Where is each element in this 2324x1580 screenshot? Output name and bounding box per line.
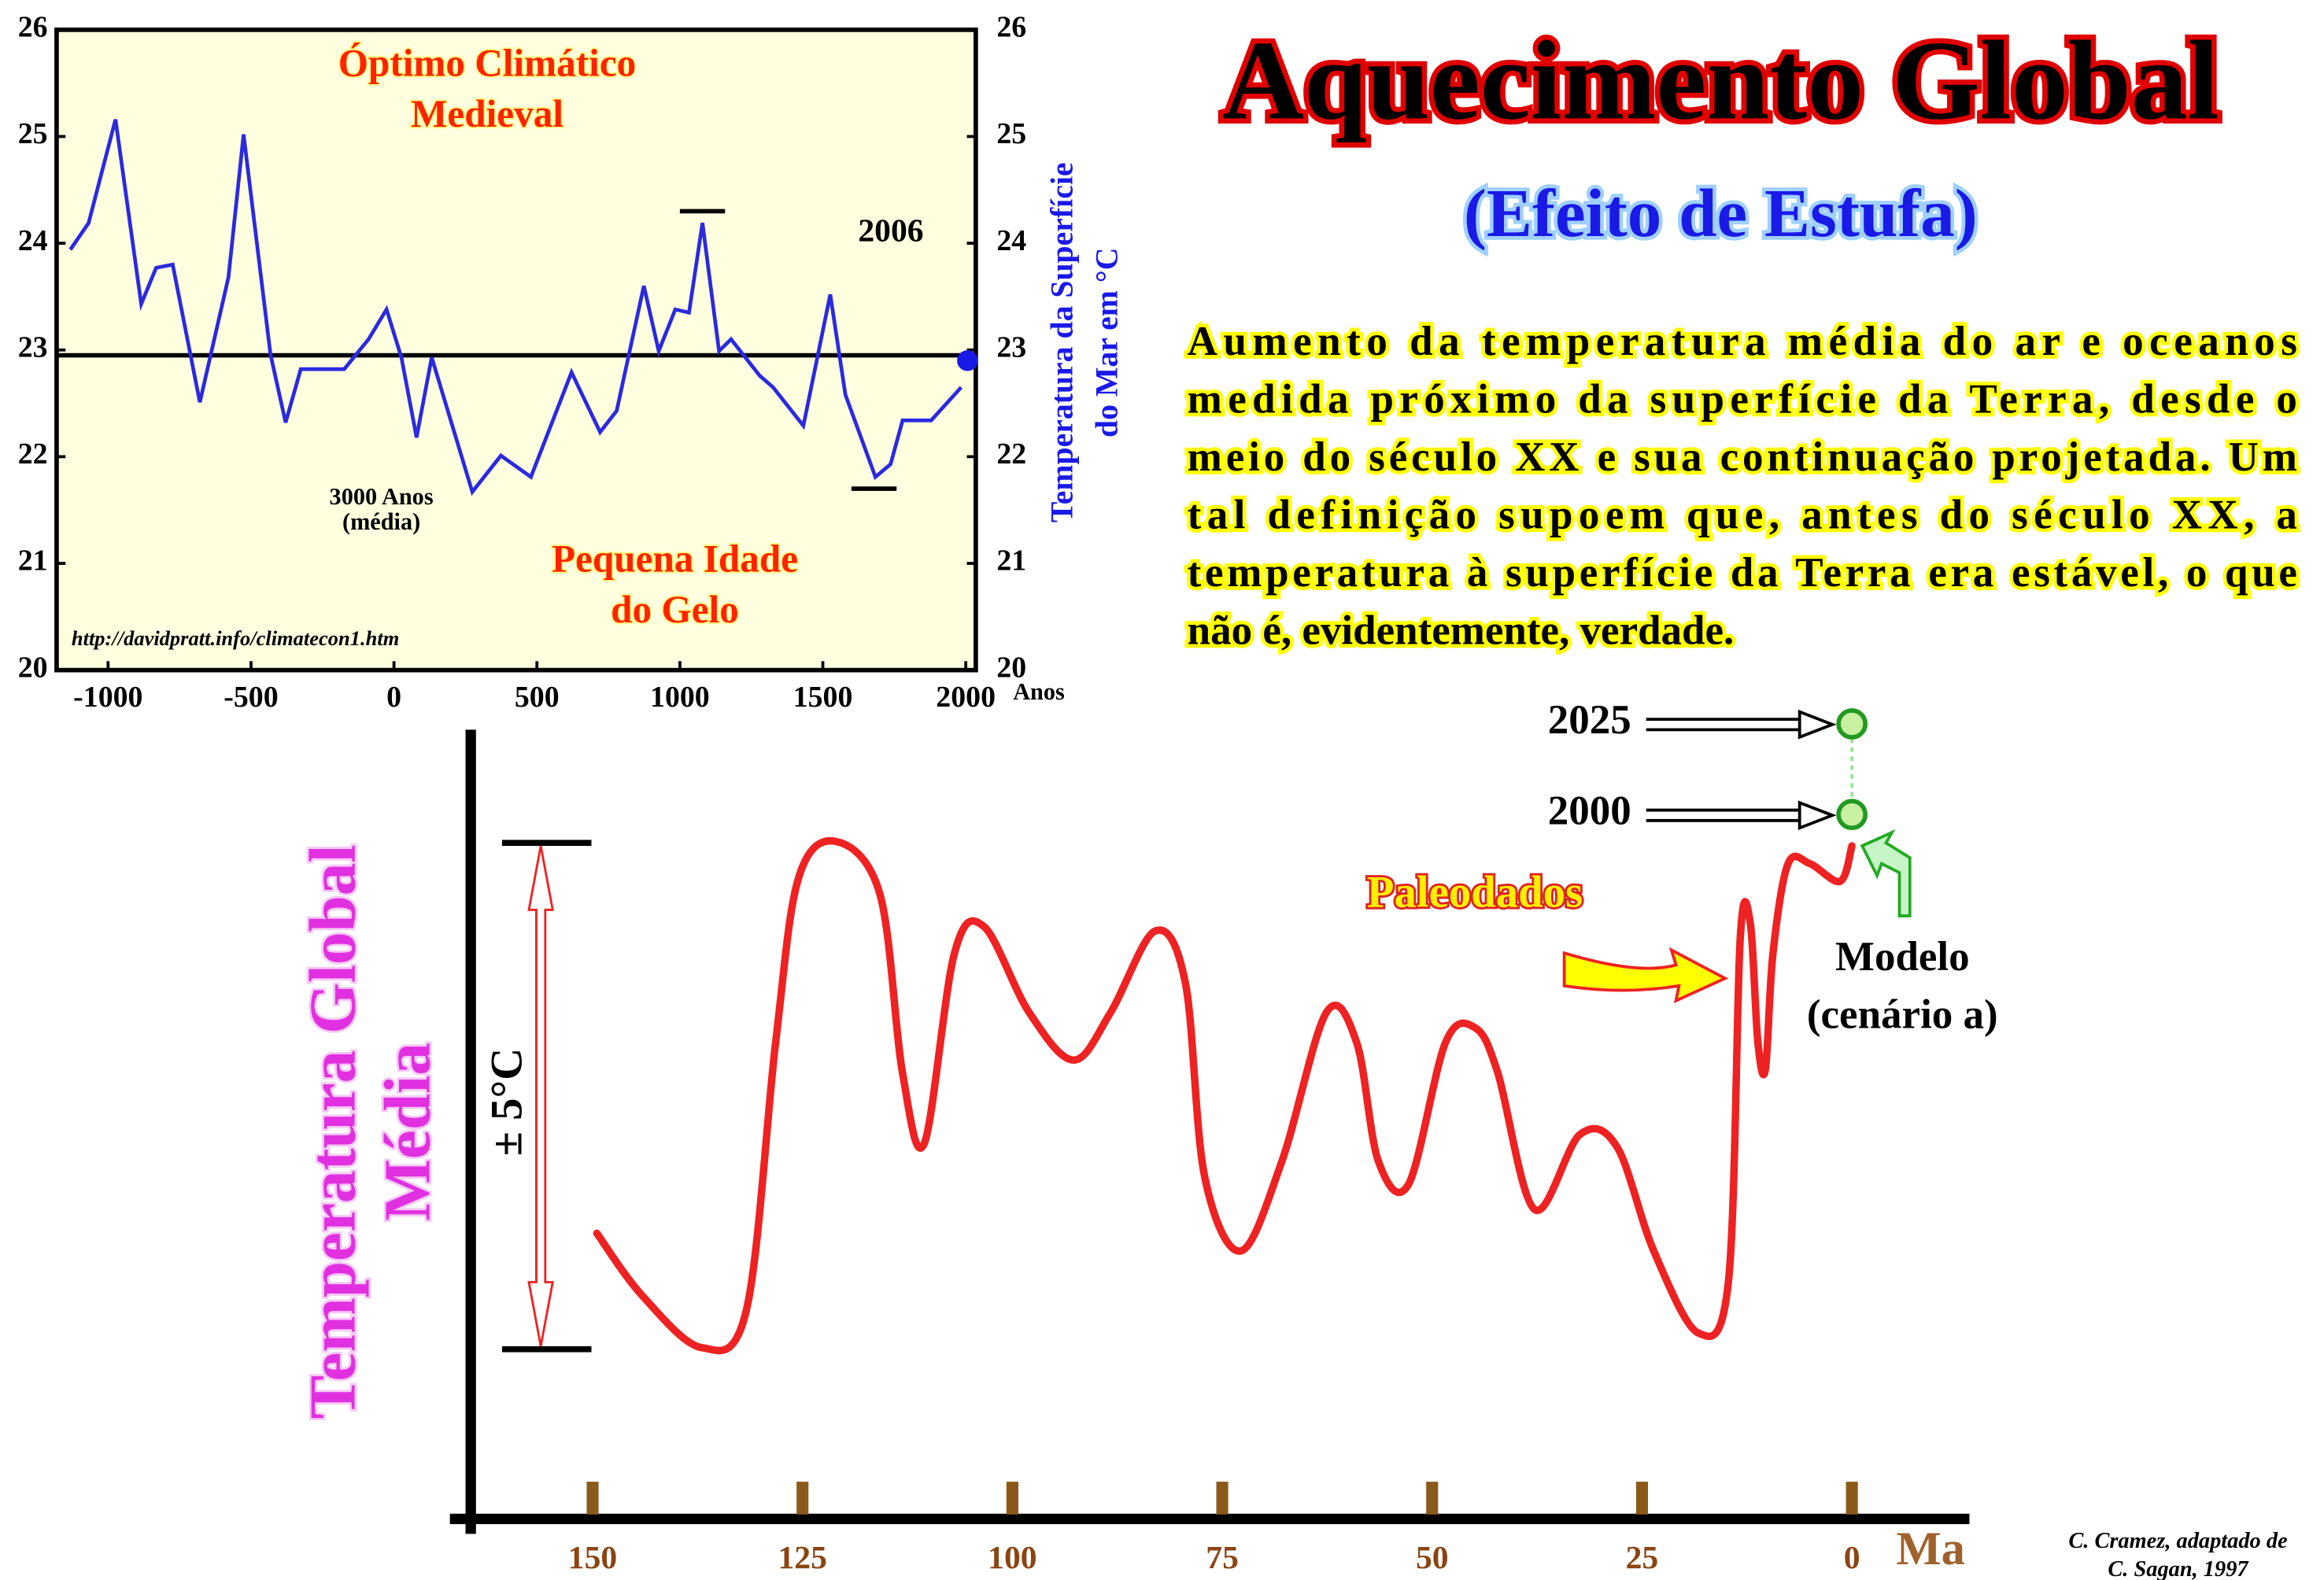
annotation-label: Medieval	[411, 92, 563, 135]
arrow	[1646, 718, 1803, 732]
x-tick	[1006, 1482, 1018, 1515]
x-tick	[586, 1482, 599, 1515]
range-bar-label: ± 5°C	[482, 1048, 531, 1156]
y2-tick-label: 20	[996, 651, 1026, 684]
paragraph-line: não é, evidentemente, verdade.	[1188, 607, 1735, 653]
x-tick-label: 0	[1844, 1540, 1860, 1576]
arrow	[1797, 800, 1837, 831]
y2-tick-label: 25	[996, 117, 1026, 150]
y2-tick-label: 21	[996, 545, 1026, 578]
paragraph-line: meio do século XX e sua continuação proj…	[1188, 434, 2297, 480]
model-point	[1836, 708, 1868, 740]
y-tick-label: 23	[18, 330, 48, 364]
reference-label: 3000 Anos	[330, 483, 434, 510]
x-tick	[1426, 1482, 1439, 1515]
paragraph: Aumento da temperatura média do ar e oce…	[1184, 316, 2301, 658]
x-tick-label: 75	[1206, 1540, 1239, 1576]
paragraph-line: tal definição supoem que, antes do sécul…	[1188, 493, 2297, 538]
temperature-line	[68, 119, 963, 497]
paragraph-line: medida próximo da superfície da Terra, d…	[1188, 377, 2297, 423]
x-tick-label: 0	[386, 681, 401, 714]
x-tick-label: 500	[515, 681, 560, 714]
y2-axis-label: do Mar em °C	[1089, 248, 1124, 437]
charts: 20 21 22 23 24 25 26 20 21 22 23 24 25 26 -1000 -500 0 50…	[18, 11, 1998, 1576]
x-tick-label: 1500	[793, 681, 853, 714]
y-tick-label: 21	[18, 545, 48, 578]
x-tick-label: -1000	[73, 681, 142, 714]
x-tick-label: 150	[568, 1540, 617, 1576]
x-tick	[1216, 1482, 1229, 1515]
x-axis-label: Anos	[1013, 678, 1065, 705]
y-tick-label: 20	[18, 651, 48, 684]
y2-tick-label: 26	[996, 11, 1026, 44]
label-arrows	[1646, 709, 1837, 831]
range-bar-arrow	[527, 845, 554, 1347]
point-label: 2000	[1548, 788, 1631, 833]
arrow	[1797, 709, 1837, 740]
credit: C. Cramez, adaptado de	[2068, 1529, 2287, 1553]
x-tick-label: 100	[988, 1540, 1036, 1576]
x-tick-label: 1000	[650, 681, 710, 714]
x-tick-label: 50	[1416, 1540, 1449, 1576]
x-tick	[1635, 1482, 1649, 1515]
y-tick-label: 24	[18, 224, 48, 257]
x-tick-label: 25	[1626, 1540, 1659, 1576]
arrow	[1646, 808, 1803, 822]
point-label: 2025	[1548, 697, 1631, 743]
series-label: Modelo	[1835, 934, 1970, 980]
credit: C. Sagan, 1997	[2108, 1557, 2249, 1580]
annotation-label: do Gelo	[611, 588, 739, 631]
y-tick-label: 26	[18, 11, 48, 44]
x-tick-label: -500	[224, 681, 278, 714]
y2-axis-label: Temperatura da Superfície	[1045, 162, 1080, 522]
reference-label: (média)	[342, 508, 420, 535]
paragraph-line: Aumento da temperatura média do ar e oce…	[1188, 319, 2297, 364]
series-label: (cenário a)	[1807, 992, 1998, 1038]
title: Aquecimento Global	[1222, 18, 2219, 143]
x-axis-label: Ma	[1897, 1523, 1965, 1575]
point-label: 2006	[858, 213, 923, 249]
y-axis-label: Média	[371, 1043, 444, 1221]
paragraph-line: temperatura à superfície da Terra era es…	[1188, 550, 2297, 596]
x-tick-label: 2000	[936, 681, 996, 714]
pointer-arrow	[1562, 947, 1729, 1004]
x-tick-label: 125	[778, 1540, 826, 1576]
pointer-arrow	[1860, 829, 1912, 917]
series-label: Paleodados	[1367, 867, 1583, 917]
end-point	[957, 350, 978, 371]
plot-background	[54, 28, 978, 673]
subtitle: (Efeito de Estufa)	[1464, 175, 1978, 251]
annotation-label: Óptimo Climático	[338, 41, 637, 84]
annotation-label: Pequena Idade	[552, 537, 798, 581]
paleo-curve	[593, 836, 1856, 1355]
y2-tick-label: 23	[996, 330, 1026, 364]
x-tick	[1846, 1482, 1858, 1515]
y-axis-label: Temperatura Global	[297, 844, 370, 1419]
model-point	[1836, 799, 1868, 831]
source-url: http://davidpratt.info/climatecon1.htm	[72, 626, 399, 650]
y2-tick-label: 22	[996, 437, 1026, 471]
x-tick	[796, 1482, 809, 1515]
y-tick-label: 25	[18, 117, 48, 150]
y2-tick-label: 24	[996, 224, 1026, 257]
y-tick-label: 22	[18, 437, 48, 471]
